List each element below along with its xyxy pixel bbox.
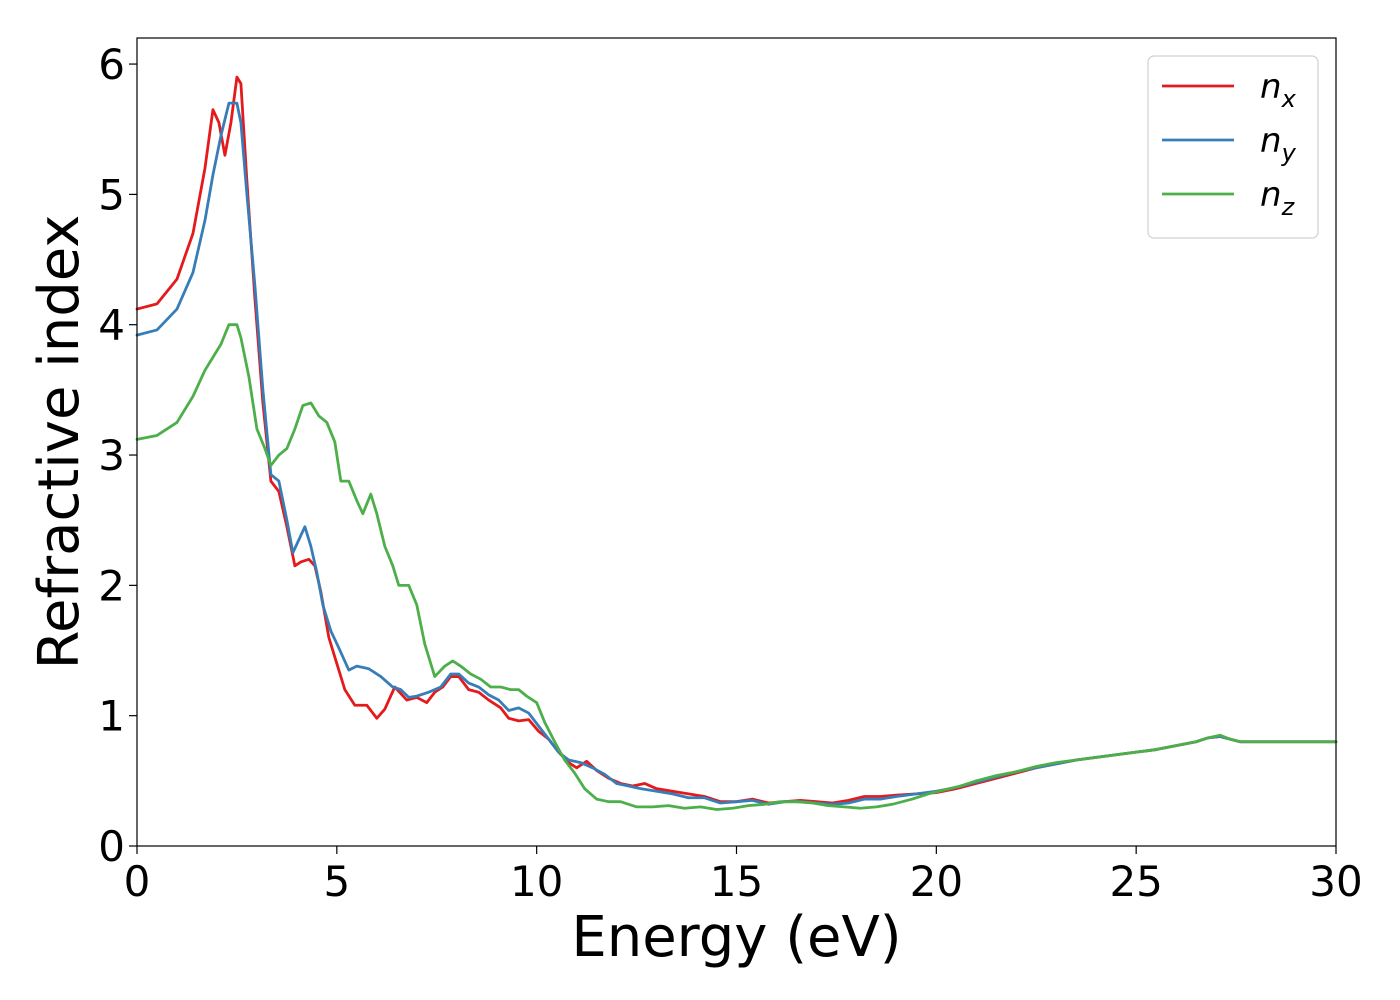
x-tick-label: 20 — [910, 857, 963, 906]
legend-label-x: nx — [1260, 67, 1297, 113]
y-tick-label: 1 — [98, 692, 125, 741]
y-tick-label: 6 — [98, 40, 125, 89]
y-tick-label: 0 — [98, 822, 125, 871]
x-tick-label: 15 — [710, 857, 763, 906]
legend: nx ny nz — [1147, 55, 1319, 239]
x-tick-label: 30 — [1309, 857, 1362, 906]
x-tick-label: 0 — [124, 857, 151, 906]
plot-lines — [135, 75, 1338, 811]
y-tick-label: 3 — [98, 431, 125, 480]
legend-label-y: ny — [1260, 121, 1297, 167]
series-line-z — [135, 323, 1338, 811]
x-axis: 0 5 10 15 20 25 30 — [124, 846, 1363, 906]
x-tick-label: 5 — [323, 857, 350, 906]
x-tick-label: 10 — [510, 857, 563, 906]
y-tick-label: 4 — [98, 301, 125, 350]
y-tick-label: 5 — [98, 170, 125, 219]
x-axis-title: Energy (eV) — [571, 905, 901, 970]
y-axis: 0 1 2 3 4 5 6 — [98, 40, 137, 871]
legend-label-z: nz — [1260, 175, 1296, 221]
legend-box — [1147, 55, 1319, 239]
y-axis-title: Refractive index — [27, 215, 92, 670]
x-tick-label: 25 — [1109, 857, 1162, 906]
y-tick-label: 2 — [98, 561, 125, 610]
